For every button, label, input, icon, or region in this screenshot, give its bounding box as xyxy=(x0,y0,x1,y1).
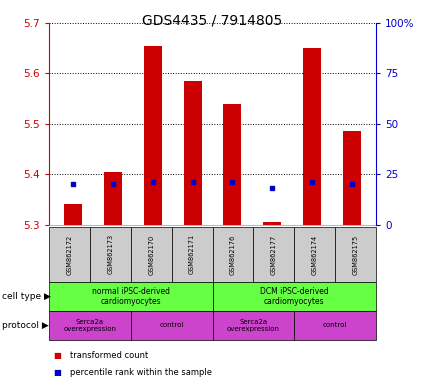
Bar xyxy=(104,172,122,225)
Text: ■: ■ xyxy=(53,368,61,377)
Bar xyxy=(303,48,321,225)
Bar xyxy=(343,131,361,225)
Text: GSM862174: GSM862174 xyxy=(312,234,318,275)
Text: control: control xyxy=(323,323,347,328)
Text: GSM862170: GSM862170 xyxy=(148,234,154,275)
Text: normal iPSC-derived
cardiomyocytes: normal iPSC-derived cardiomyocytes xyxy=(92,287,170,306)
Bar xyxy=(264,222,281,225)
Text: transformed count: transformed count xyxy=(70,351,148,360)
Text: GSM862172: GSM862172 xyxy=(66,234,72,275)
Text: control: control xyxy=(159,323,184,328)
Text: GSM862177: GSM862177 xyxy=(271,234,277,275)
Text: percentile rank within the sample: percentile rank within the sample xyxy=(70,368,212,377)
Text: GSM862176: GSM862176 xyxy=(230,234,236,275)
Bar xyxy=(184,81,201,225)
Bar xyxy=(64,204,82,225)
Text: GSM862171: GSM862171 xyxy=(189,234,195,275)
Text: DCM iPSC-derived
cardiomyocytes: DCM iPSC-derived cardiomyocytes xyxy=(260,287,329,306)
Bar xyxy=(144,46,162,225)
Text: Serca2a
overexpression: Serca2a overexpression xyxy=(227,319,280,332)
Text: Serca2a
overexpression: Serca2a overexpression xyxy=(63,319,116,332)
Text: protocol ▶: protocol ▶ xyxy=(2,321,49,330)
Text: GSM862173: GSM862173 xyxy=(107,234,113,275)
Text: GSM862175: GSM862175 xyxy=(353,234,359,275)
Bar xyxy=(224,104,241,225)
Text: cell type ▶: cell type ▶ xyxy=(2,292,51,301)
Text: GDS4435 / 7914805: GDS4435 / 7914805 xyxy=(142,13,283,27)
Text: ■: ■ xyxy=(53,351,61,360)
